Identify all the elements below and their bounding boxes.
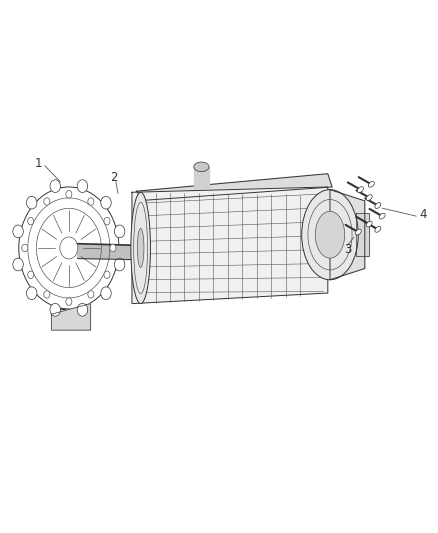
Text: 1: 1: [35, 157, 42, 169]
Polygon shape: [78, 244, 134, 260]
Circle shape: [28, 271, 34, 278]
Ellipse shape: [379, 213, 385, 219]
Text: 4: 4: [419, 208, 427, 221]
Ellipse shape: [194, 162, 209, 172]
Circle shape: [66, 298, 72, 305]
Circle shape: [13, 258, 23, 271]
Ellipse shape: [315, 211, 345, 258]
Ellipse shape: [366, 221, 372, 227]
Polygon shape: [194, 167, 209, 188]
Circle shape: [77, 303, 88, 316]
Ellipse shape: [368, 181, 374, 187]
Ellipse shape: [302, 190, 358, 280]
Circle shape: [88, 198, 94, 205]
Polygon shape: [356, 214, 369, 256]
Circle shape: [77, 180, 88, 192]
Polygon shape: [132, 187, 328, 304]
Circle shape: [104, 271, 110, 278]
Ellipse shape: [375, 203, 381, 208]
Ellipse shape: [52, 187, 67, 309]
Circle shape: [101, 287, 111, 300]
Ellipse shape: [131, 192, 150, 304]
Circle shape: [104, 217, 110, 225]
Ellipse shape: [19, 187, 119, 309]
Text: 3: 3: [344, 243, 351, 256]
Ellipse shape: [366, 195, 372, 200]
Ellipse shape: [355, 229, 361, 235]
Circle shape: [13, 225, 23, 238]
Circle shape: [22, 244, 28, 252]
Polygon shape: [330, 190, 365, 280]
Polygon shape: [136, 174, 332, 200]
Text: 2: 2: [110, 171, 117, 184]
Circle shape: [26, 196, 37, 209]
Ellipse shape: [60, 237, 78, 259]
Circle shape: [101, 196, 111, 209]
Circle shape: [50, 303, 60, 316]
Circle shape: [44, 290, 50, 298]
Circle shape: [66, 191, 72, 198]
Ellipse shape: [138, 229, 144, 268]
Circle shape: [110, 244, 116, 252]
Ellipse shape: [375, 227, 381, 232]
Ellipse shape: [357, 187, 364, 192]
Circle shape: [44, 198, 50, 205]
Circle shape: [50, 180, 60, 192]
Circle shape: [114, 225, 125, 238]
Circle shape: [28, 217, 34, 225]
Circle shape: [26, 287, 37, 300]
Polygon shape: [51, 304, 91, 330]
Circle shape: [114, 258, 125, 271]
Circle shape: [88, 290, 94, 298]
